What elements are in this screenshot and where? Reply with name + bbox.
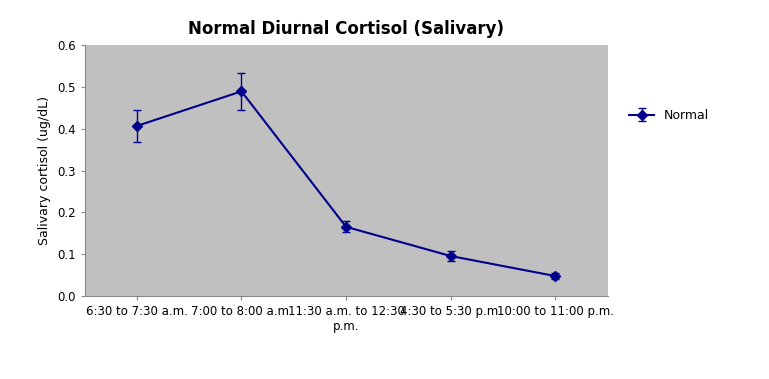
Y-axis label: Salivary cortisol (ug/dL): Salivary cortisol (ug/dL) [38, 96, 52, 245]
Title: Normal Diurnal Cortisol (Salivary): Normal Diurnal Cortisol (Salivary) [188, 20, 504, 38]
Legend: Normal: Normal [624, 104, 714, 127]
